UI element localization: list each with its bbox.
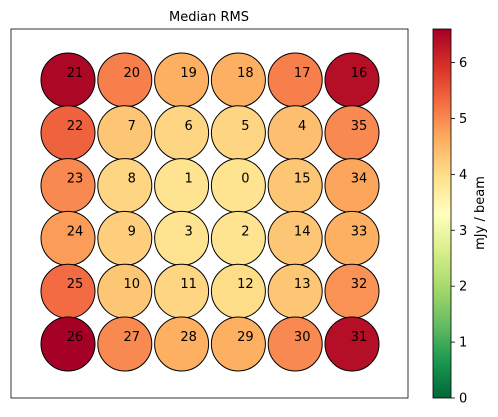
colorbar-tick-label: 5 — [459, 112, 467, 127]
beam-circle — [267, 105, 323, 161]
beam-label: 1 — [184, 172, 192, 187]
beam-label: 10 — [124, 277, 141, 292]
beam-circle — [154, 105, 210, 161]
beam-circle — [267, 316, 323, 372]
beam-label: 21 — [67, 66, 84, 81]
beam-circle — [210, 158, 266, 214]
colorbar — [432, 28, 452, 399]
beam-circle — [154, 210, 210, 266]
beam-label: 29 — [237, 330, 254, 345]
beam-label: 16 — [351, 66, 368, 81]
beam-circle — [97, 210, 153, 266]
colorbar-label: mJy / beam — [473, 176, 488, 250]
colorbar-tick-label: 2 — [459, 280, 467, 295]
beam-label: 6 — [184, 119, 192, 134]
beam-circle — [210, 105, 266, 161]
colorbar-tick-label: 4 — [459, 168, 467, 183]
beam-label: 27 — [124, 330, 141, 345]
beam-label: 24 — [67, 224, 84, 239]
beam-circle — [97, 316, 153, 372]
beam-label: 9 — [128, 224, 136, 239]
beam-circle — [210, 210, 266, 266]
beam-label: 23 — [67, 172, 84, 187]
beam-circle — [154, 316, 210, 372]
colorbar-tick-label: 0 — [459, 392, 467, 407]
beam-label: 17 — [294, 66, 311, 81]
beam-label: 12 — [237, 277, 254, 292]
colorbar-tick-label: 3 — [459, 224, 467, 239]
colorbar-tick-label: 6 — [459, 56, 467, 71]
beam-label: 7 — [128, 119, 136, 134]
beam-label: 11 — [180, 277, 197, 292]
beam-circle — [210, 316, 266, 372]
beam-circle — [154, 158, 210, 214]
beam-label: 14 — [294, 224, 311, 239]
beam-label: 32 — [351, 277, 368, 292]
beam-label: 28 — [180, 330, 197, 345]
beam-label: 13 — [294, 277, 311, 292]
beam-label: 35 — [351, 119, 368, 134]
beam-label: 31 — [351, 330, 368, 345]
beam-label: 8 — [128, 172, 136, 187]
beam-label: 18 — [237, 66, 254, 81]
beam-label: 34 — [351, 172, 368, 187]
beam-label: 5 — [241, 119, 249, 134]
beam-label: 25 — [67, 277, 84, 292]
colorbar-ticks: 0 1 2 3 4 5 6 — [451, 56, 467, 407]
beam-circle — [97, 105, 153, 161]
beam-label: 20 — [124, 66, 141, 81]
chart-title: Median RMS — [169, 10, 249, 25]
beam-circle — [40, 316, 96, 372]
beam-label: 33 — [351, 224, 368, 239]
beam-label: 3 — [184, 224, 192, 239]
beam-label: 22 — [67, 119, 84, 134]
beam-circle — [97, 158, 153, 214]
beam-label: 2 — [241, 224, 249, 239]
beam-label: 4 — [298, 119, 306, 134]
beam-circle — [324, 316, 380, 372]
colorbar-tick-label: 1 — [459, 336, 467, 351]
beam-label: 19 — [180, 66, 197, 81]
beam-label: 0 — [241, 172, 249, 187]
beam-label: 30 — [294, 330, 311, 345]
beam-label: 26 — [67, 330, 84, 345]
beam-label: 15 — [294, 172, 311, 187]
